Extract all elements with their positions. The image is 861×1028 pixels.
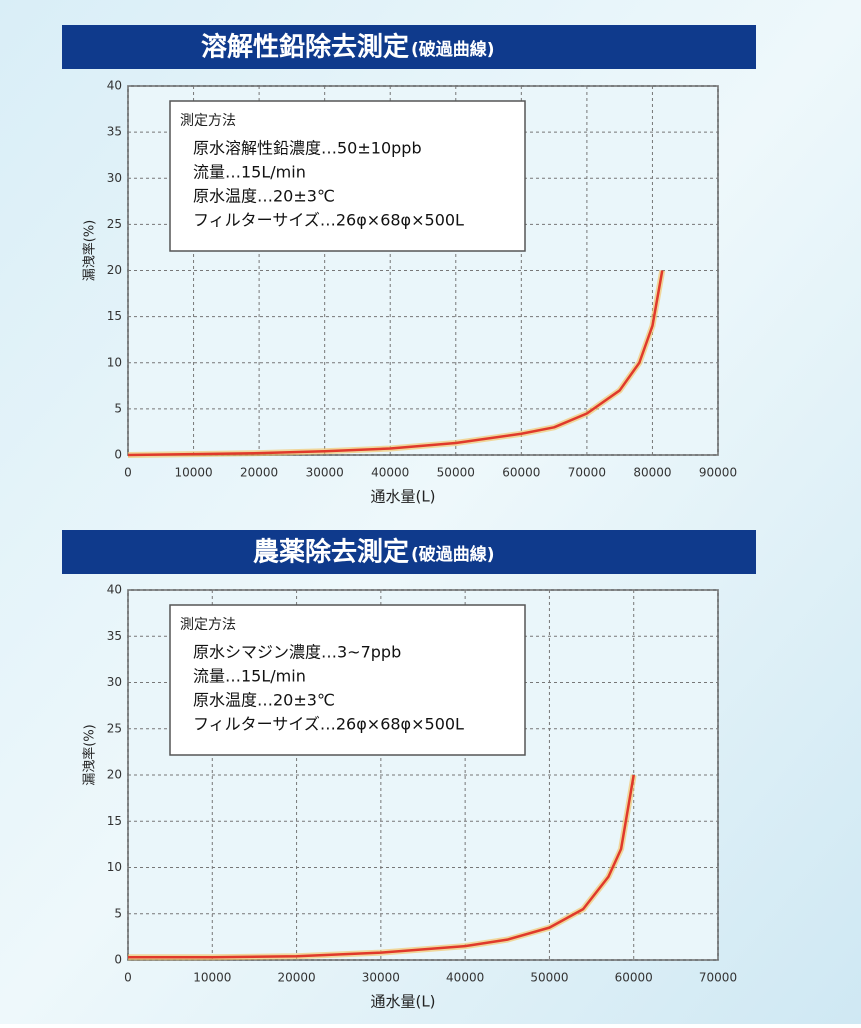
method-line: 原水温度…20±3℃ <box>193 187 335 206</box>
y-axis-label: 漏洩率(%) <box>82 724 98 786</box>
method-line: 流量…15L/min <box>193 667 306 686</box>
chart-subtitle: (破過曲線) <box>411 544 495 565</box>
y-tick-label: 0 <box>114 953 122 967</box>
x-tick-label: 0 <box>124 971 132 985</box>
series-line <box>128 774 635 959</box>
y-tick-label: 15 <box>107 814 122 828</box>
x-tick-label: 70000 <box>699 971 737 985</box>
x-tick-label: 50000 <box>530 971 568 985</box>
method-line: フィルターサイズ…26φ×68φ×500L <box>193 211 464 230</box>
y-axis-label: 漏洩率(%) <box>82 220 98 282</box>
x-tick-label: 50000 <box>437 466 475 480</box>
x-axis-label: 通水量(L) <box>370 488 435 506</box>
y-tick-label: 10 <box>107 355 122 369</box>
y-tick-label: 5 <box>114 401 122 415</box>
method-line: 原水溶解性鉛濃度…50±10ppb <box>193 139 422 158</box>
y-tick-label: 40 <box>107 79 122 93</box>
y-tick-label: 30 <box>107 675 122 689</box>
x-tick-label: 60000 <box>502 466 540 480</box>
y-tick-label: 30 <box>107 171 122 185</box>
y-tick-label: 20 <box>107 263 122 277</box>
method-title: 測定方法 <box>180 617 236 633</box>
y-tick-label: 40 <box>107 583 122 597</box>
x-tick-label: 60000 <box>615 971 653 985</box>
y-tick-label: 10 <box>107 860 122 874</box>
x-tick-label: 30000 <box>362 971 400 985</box>
y-tick-label: 0 <box>114 448 122 462</box>
y-tick-label: 25 <box>107 721 122 735</box>
x-axis-label: 通水量(L) <box>370 993 435 1011</box>
x-tick-label: 80000 <box>633 466 671 480</box>
chart-subtitle: (破過曲線) <box>411 39 495 60</box>
method-line: 原水シマジン濃度…3~7ppb <box>193 643 401 662</box>
y-tick-label: 15 <box>107 309 122 323</box>
x-tick-label: 10000 <box>174 466 212 480</box>
x-tick-label: 10000 <box>193 971 231 985</box>
chart-title: 農薬除去測定 <box>253 537 409 568</box>
method-line: 原水温度…20±3℃ <box>193 691 335 710</box>
x-tick-label: 70000 <box>568 466 606 480</box>
x-tick-label: 90000 <box>699 466 737 480</box>
y-tick-label: 5 <box>114 906 122 920</box>
x-tick-label: 40000 <box>371 466 409 480</box>
method-box <box>169 100 526 252</box>
x-tick-label: 20000 <box>240 466 278 480</box>
y-tick-label: 20 <box>107 768 122 782</box>
method-title: 測定方法 <box>180 113 236 129</box>
y-tick-label: 25 <box>107 217 122 231</box>
method-line: 流量…15L/min <box>193 163 306 182</box>
method-line: フィルターサイズ…26φ×68φ×500L <box>193 715 464 734</box>
header-bar <box>62 25 756 69</box>
x-tick-label: 30000 <box>306 466 344 480</box>
chart-title: 溶解性鉛除去測定 <box>201 32 409 63</box>
x-tick-label: 40000 <box>446 971 484 985</box>
x-tick-label: 20000 <box>277 971 315 985</box>
header-bar <box>62 530 756 574</box>
y-tick-label: 35 <box>107 629 122 643</box>
x-tick-label: 0 <box>124 466 132 480</box>
series-line <box>127 270 664 457</box>
method-box <box>169 604 526 756</box>
y-tick-label: 35 <box>107 125 122 139</box>
